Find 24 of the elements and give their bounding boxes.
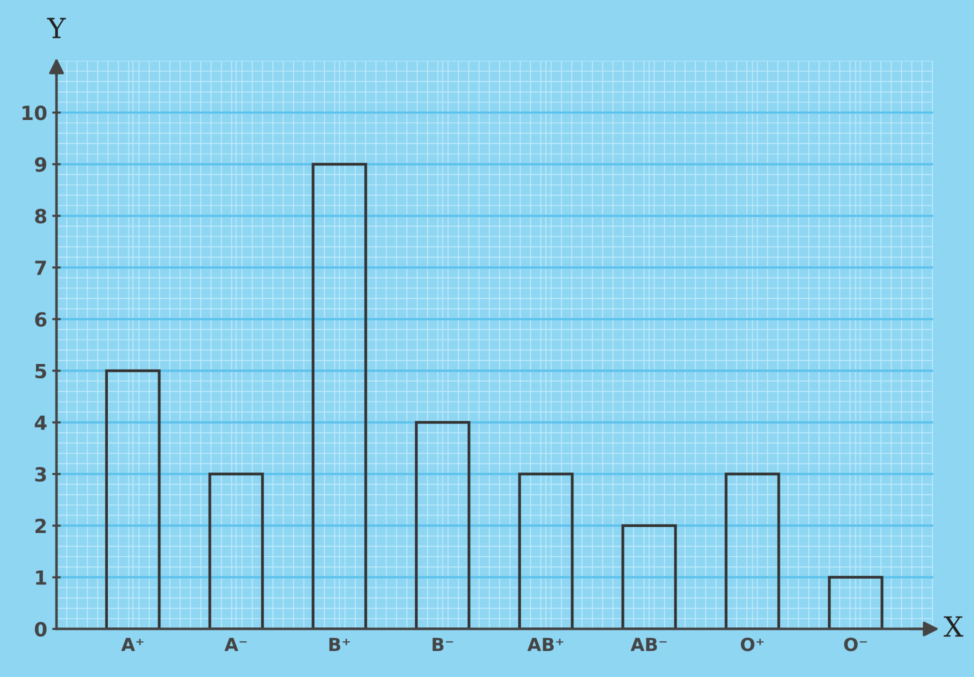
y-tick-label: 10 [22,106,47,120]
x-tick-label: A⁺ [121,638,144,651]
y-tick-label: 3 [35,466,46,482]
bar [312,162,368,629]
bar [414,420,470,629]
x-tick-label: O⁺ [740,638,764,652]
y-axis-title: Y [47,18,66,38]
x-tick-label: B⁺ [329,638,350,651]
y-tick-label: 4 [34,416,47,430]
y-tick-label: 8 [35,208,46,224]
x-tick-label: O⁻ [844,638,867,652]
y-tick-label: 5 [35,364,46,378]
y-tick-label: 7 [35,260,46,275]
x-tick-label: A⁻ [224,638,247,651]
bar [105,369,161,629]
y-tick-label: 2 [35,518,46,534]
x-tick-label: AB⁻ [630,638,667,651]
x-axis-title: X [944,616,964,637]
y-tick-label: 0 [34,622,47,637]
y-tick-label: 1 [36,570,46,585]
y-tick-label: 6 [35,312,46,327]
x-tick-label: B⁻ [432,638,454,651]
y-tick-label: 9 [34,157,46,172]
x-tick-label: AB⁺ [527,638,564,651]
